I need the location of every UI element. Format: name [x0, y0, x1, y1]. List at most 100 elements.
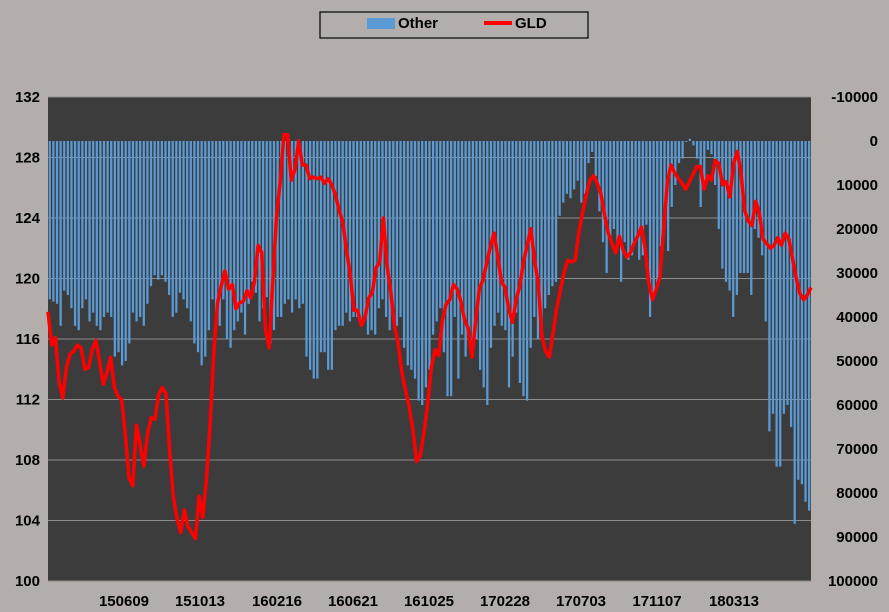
other-bar	[301, 141, 305, 304]
other-bar	[525, 141, 529, 401]
other-bar	[428, 141, 431, 370]
other-bar	[236, 141, 239, 322]
other-bar	[500, 141, 503, 326]
right-tick-label: 70000	[836, 441, 878, 458]
left-tick-label: 128	[15, 150, 40, 167]
right-axis-ticks: -10000 0 10000 20000 30000 40000 50000 60000 700…	[828, 89, 878, 590]
other-bar	[547, 141, 550, 295]
other-bar	[804, 141, 807, 502]
other-bar	[735, 141, 738, 295]
x-tick-label: 170703	[556, 593, 606, 610]
other-bar	[417, 141, 420, 401]
other-bar	[240, 141, 243, 313]
other-bar	[359, 141, 362, 322]
other-bar	[413, 141, 417, 379]
other-bar	[800, 141, 804, 485]
right-tick-label: 60000	[836, 397, 878, 414]
other-bar	[598, 141, 601, 212]
x-tick-label: 160216	[252, 593, 302, 610]
other-bar	[327, 141, 330, 370]
other-bar	[775, 141, 778, 467]
right-tick-label: 80000	[836, 485, 878, 502]
other-bar	[290, 141, 294, 313]
other-bar	[92, 141, 95, 313]
other-bar	[609, 141, 612, 238]
other-bar	[594, 141, 597, 177]
other-bar	[421, 141, 424, 405]
other-bar	[171, 141, 174, 317]
other-bar	[627, 141, 630, 260]
other-bar	[475, 141, 478, 339]
other-bar	[544, 141, 547, 309]
other-bar	[565, 141, 568, 194]
right-tick-label: 40000	[836, 309, 878, 326]
other-bar	[276, 141, 279, 317]
left-tick-label: 104	[15, 513, 41, 530]
other-bar	[540, 141, 543, 331]
legend-swatch-gld	[484, 21, 512, 25]
right-tick-label: 10000	[836, 177, 878, 194]
other-bar	[59, 141, 62, 326]
other-bar	[305, 141, 308, 357]
gld-line	[46, 133, 813, 541]
other-bar	[207, 141, 210, 331]
other-bar	[243, 141, 247, 335]
other-bar	[222, 141, 225, 300]
other-bar	[204, 141, 207, 357]
other-bar	[363, 141, 366, 317]
other-bar	[569, 141, 572, 199]
left-tick-label: 116	[16, 331, 40, 348]
other-bar	[692, 141, 695, 146]
other-bar	[601, 141, 605, 243]
other-bar	[370, 141, 373, 331]
other-bar	[120, 141, 124, 366]
other-bar	[457, 141, 460, 379]
legend-swatch-other	[367, 18, 395, 29]
other-bar	[399, 141, 402, 317]
other-bar	[377, 141, 380, 309]
other-bar	[258, 141, 261, 322]
other-bar	[280, 141, 283, 317]
other-bar	[283, 141, 286, 304]
other-bar	[721, 141, 724, 269]
other-bar	[685, 141, 688, 142]
legend-label-gld: GLD	[515, 15, 547, 32]
other-bar	[789, 141, 793, 427]
other-bar	[659, 141, 663, 247]
other-bar	[442, 141, 446, 353]
other-bar	[312, 141, 315, 379]
other-bar	[641, 141, 644, 256]
other-bar	[591, 141, 594, 152]
other-bar	[366, 141, 370, 335]
other-bar	[66, 141, 69, 295]
other-bar	[323, 141, 326, 353]
right-tick-label: 90000	[836, 529, 878, 546]
other-bar	[630, 141, 634, 256]
other-bar	[95, 141, 98, 326]
other-bar	[410, 141, 413, 370]
other-bar	[287, 141, 290, 300]
other-bar	[110, 141, 113, 317]
other-bar	[518, 141, 521, 383]
other-bar	[786, 141, 789, 405]
other-bar	[750, 141, 753, 295]
other-bar	[403, 141, 406, 348]
other-bar	[106, 141, 109, 313]
legend: Other GLD	[319, 11, 589, 39]
other-bar	[453, 141, 456, 317]
other-bar	[667, 141, 670, 251]
other-bar	[439, 141, 442, 309]
other-bar	[337, 141, 341, 326]
other-bar	[533, 141, 536, 317]
other-bar	[688, 138, 691, 141]
other-bar	[515, 141, 518, 313]
other-bar	[149, 141, 153, 287]
other-bar	[471, 141, 474, 344]
other-bar	[677, 141, 681, 163]
other-bar	[139, 141, 142, 317]
other-bar	[424, 141, 427, 388]
other-bar	[352, 141, 355, 317]
other-bar	[656, 141, 659, 287]
other-bar	[464, 141, 467, 357]
right-tick-label: 100000	[828, 573, 878, 590]
